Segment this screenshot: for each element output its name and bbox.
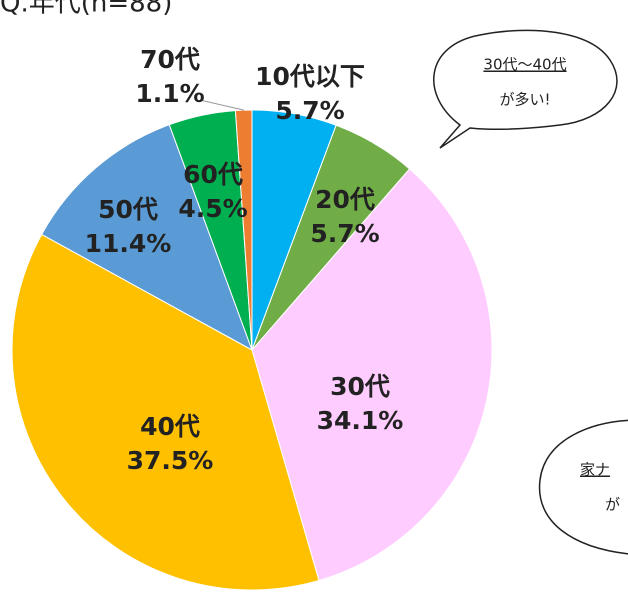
- annotation-text: が多い!: [499, 91, 550, 109]
- data-label: 34.1%: [317, 406, 404, 435]
- data-label: 37.5%: [127, 446, 214, 475]
- leader-line: [200, 100, 244, 110]
- speech-bubble: 家ナ が: [540, 420, 628, 555]
- chart: Q.年代(n=88) 30代～40代 が多い! 家ナ が 10代以下 5.7% 20…: [0, 0, 628, 597]
- data-label: 5.7%: [310, 219, 379, 248]
- data-label: 4.5%: [178, 194, 247, 223]
- annotation-text: 30代～40代: [483, 56, 566, 74]
- slice-category: 50代: [98, 195, 158, 224]
- annotation-text: 家ナ: [580, 461, 610, 479]
- slice-category: 40代: [140, 412, 200, 441]
- data-label: 11.4%: [85, 229, 172, 258]
- speech-bubble: 30代～40代 が多い!: [434, 30, 617, 148]
- slice-category: 30代: [330, 372, 390, 401]
- chart-title: Q.年代(n=88): [0, 0, 172, 19]
- data-label: 5.7%: [275, 96, 344, 125]
- slice-category: 20代: [315, 185, 375, 214]
- slice-category: 60代: [183, 160, 243, 189]
- data-label: 1.1%: [135, 79, 204, 108]
- annotation-text: が: [605, 496, 620, 514]
- slice-category: 70代: [140, 45, 200, 74]
- slice-category: 10代以下: [255, 62, 365, 91]
